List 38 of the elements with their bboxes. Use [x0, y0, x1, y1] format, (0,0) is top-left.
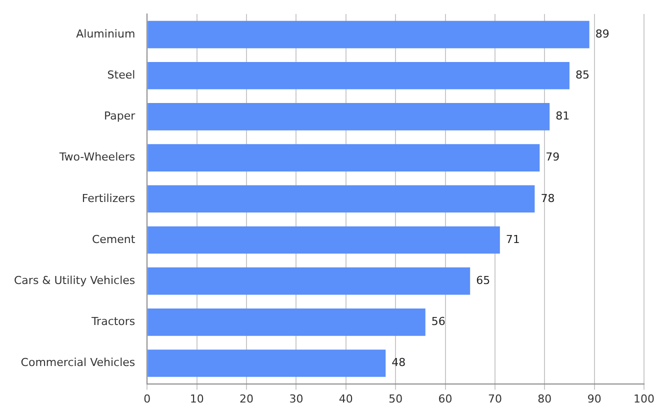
- bar: [148, 103, 550, 130]
- data-label: 48: [392, 356, 406, 370]
- bar: [148, 144, 540, 172]
- x-tick-label: 40: [338, 392, 353, 406]
- x-tick-label: 20: [240, 392, 254, 406]
- x-tick-label: 70: [488, 392, 502, 406]
- x-tick-label: 60: [438, 392, 452, 406]
- y-tick-label: Two-Wheelers: [58, 150, 136, 164]
- x-tick-label: 90: [587, 392, 602, 406]
- data-label: 78: [540, 192, 555, 205]
- bar: [148, 308, 426, 336]
- bar: [148, 62, 570, 90]
- x-tick-label: 50: [388, 392, 403, 406]
- bar: [148, 185, 535, 213]
- data-label: 81: [556, 110, 570, 123]
- x-tick-label: 0: [144, 392, 151, 406]
- y-tick-label: Tractors: [90, 315, 136, 328]
- data-label: 89: [595, 27, 610, 40]
- data-label: 65: [476, 274, 490, 287]
- y-tick-label: Paper: [104, 110, 136, 123]
- data-label: 56: [431, 315, 446, 328]
- bar: [148, 226, 500, 254]
- data-label: 71: [506, 232, 520, 246]
- y-tick-label: Commercial Vehicles: [20, 356, 136, 370]
- y-tick-label: Cement: [92, 232, 136, 246]
- x-tick-label: 100: [634, 392, 654, 406]
- y-tick-label: Steel: [107, 68, 136, 82]
- y-tick-label: Aluminium: [76, 27, 136, 40]
- bar: [148, 267, 470, 295]
- y-tick-label: Cars & Utility Vehicles: [14, 274, 136, 287]
- bar: [148, 20, 590, 48]
- x-tick-label: 80: [538, 392, 552, 406]
- x-tick-label: 10: [190, 392, 204, 406]
- bar: [148, 350, 386, 377]
- x-tick-label: 30: [289, 392, 304, 406]
- data-label: 85: [575, 68, 590, 82]
- data-label: 79: [546, 150, 560, 164]
- y-tick-label: Fertilizers: [82, 192, 136, 205]
